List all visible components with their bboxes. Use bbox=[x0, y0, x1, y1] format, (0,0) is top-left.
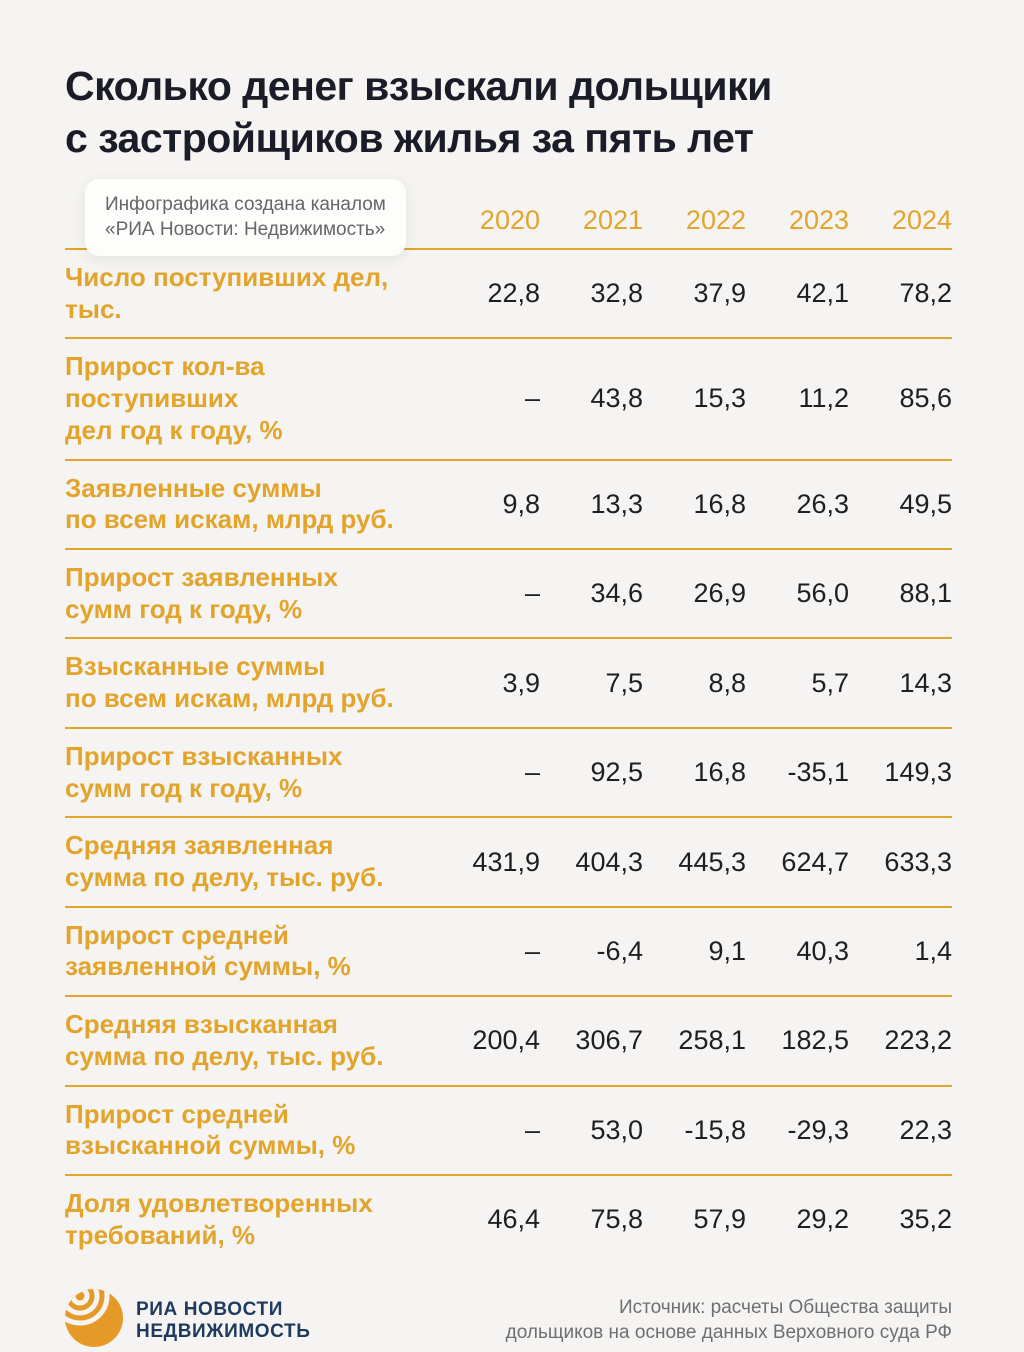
year-label-2024: 2024 bbox=[891, 204, 952, 235]
cell-value: 57,9 bbox=[693, 1204, 746, 1235]
cell-value: 445,3 bbox=[678, 846, 746, 877]
source-text: Источник: расчеты Общества защиты дольщи… bbox=[505, 1297, 952, 1343]
cell-value: 404,3 bbox=[575, 846, 643, 877]
row-label: Прирост кол-ва поступивших дел год к год… bbox=[65, 351, 283, 445]
cell-value: 40,3 bbox=[796, 935, 849, 966]
ria-globe-icon bbox=[65, 1289, 123, 1352]
table-row-cases-count: Число поступивших дел, тыс. 22,8 32,8 37… bbox=[65, 250, 952, 340]
cell-value: 1,4 bbox=[914, 935, 952, 966]
cell-value: 29,2 bbox=[796, 1204, 849, 1235]
cell-value: 34,6 bbox=[590, 578, 643, 609]
table-row-claimed-growth: Прирост заявленных сумм год к году, % – … bbox=[65, 550, 952, 640]
cell-value: -29,3 bbox=[787, 1114, 849, 1145]
cell-value: 223,2 bbox=[884, 1025, 952, 1056]
row-label: Прирост взысканных сумм год к году, % bbox=[65, 740, 343, 803]
cell-value: -6,4 bbox=[596, 935, 643, 966]
cell-value: -15,8 bbox=[684, 1114, 746, 1145]
year-label-2022: 2022 bbox=[685, 204, 746, 235]
cell-value: 26,3 bbox=[796, 488, 849, 519]
cell-value: 633,3 bbox=[884, 846, 952, 877]
row-label: Прирост заявленных сумм год к году, % bbox=[65, 561, 338, 624]
cell-value: 9,8 bbox=[502, 488, 540, 519]
ria-logo-text: РИА НОВОСТИ НЕДВИЖИМОСТЬ bbox=[136, 1299, 310, 1344]
table-row-cases-growth: Прирост кол-ва поступивших дел год к год… bbox=[65, 339, 952, 461]
cell-value: – bbox=[524, 757, 540, 788]
year-header-row: 2020 2021 2022 2023 2024 bbox=[65, 189, 952, 250]
cell-value: 46,4 bbox=[487, 1204, 540, 1235]
cell-value: 16,8 bbox=[693, 757, 746, 788]
cell-value: 624,7 bbox=[781, 846, 849, 877]
row-label: Число поступивших дел, тыс. bbox=[65, 261, 389, 324]
cell-value: 56,0 bbox=[796, 578, 849, 609]
cell-value: 14,3 bbox=[899, 667, 952, 698]
cell-value: – bbox=[524, 935, 540, 966]
cell-value: 149,3 bbox=[884, 757, 952, 788]
cell-value: 22,3 bbox=[899, 1114, 952, 1145]
row-label: Средняя взысканная сумма по делу, тыс. р… bbox=[65, 1009, 384, 1071]
cell-value: 15,3 bbox=[693, 383, 746, 414]
cell-value: 3,9 bbox=[502, 667, 540, 698]
cell-value: 43,8 bbox=[590, 383, 643, 414]
table-row-avg-claimed: Средняя заявленная сумма по делу, тыс. р… bbox=[65, 818, 952, 908]
cell-value: 35,2 bbox=[899, 1204, 952, 1235]
cell-value: 32,8 bbox=[590, 278, 643, 309]
year-label-2023: 2023 bbox=[788, 204, 849, 235]
table-row-avg-recovered: Средняя взысканная сумма по делу, тыс. р… bbox=[65, 997, 952, 1087]
cell-value: 53,0 bbox=[590, 1114, 643, 1145]
attribution-badge: Инфографика создана каналом «РИА Новости… bbox=[85, 178, 406, 257]
cell-value: 26,9 bbox=[693, 578, 746, 609]
cell-value: 92,5 bbox=[590, 757, 643, 788]
row-label: Взысканные суммы по всем искам, млрд руб… bbox=[65, 651, 394, 714]
cell-value: 78,2 bbox=[899, 278, 952, 309]
row-label: Прирост средней взысканной суммы, % bbox=[65, 1098, 356, 1161]
cell-value: 306,7 bbox=[575, 1025, 643, 1056]
cell-value: – bbox=[524, 1114, 540, 1145]
cell-value: -35,1 bbox=[787, 757, 849, 788]
cell-value: 8,8 bbox=[708, 667, 746, 698]
page-title: Сколько денег взыскали дольщики с застро… bbox=[65, 63, 772, 162]
cell-value: 11,2 bbox=[798, 383, 849, 414]
data-table: Инфографика создана каналом «РИА Новости… bbox=[65, 178, 952, 1264]
cell-value: 258,1 bbox=[678, 1025, 746, 1056]
cell-value: 75,8 bbox=[590, 1204, 643, 1235]
cell-value: 5,7 bbox=[811, 667, 849, 698]
cell-value: 37,9 bbox=[693, 278, 746, 309]
cell-value: 88,1 bbox=[899, 578, 952, 609]
cell-value: 200,4 bbox=[472, 1025, 540, 1056]
table-row-claimed-sums: Заявленные суммы по всем искам, млрд руб… bbox=[65, 461, 952, 550]
row-label: Заявленные суммы по всем искам, млрд руб… bbox=[65, 472, 394, 535]
footer: РИА НОВОСТИ НЕДВИЖИМОСТЬ Источник: расче… bbox=[65, 1289, 952, 1352]
ria-logo-line2: НЕДВИЖИМОСТЬ bbox=[136, 1320, 311, 1342]
cell-value: 9,1 bbox=[708, 935, 746, 966]
cell-value: 13,3 bbox=[590, 488, 643, 519]
cell-value: – bbox=[524, 383, 540, 414]
table-row-recovered-growth: Прирост взысканных сумм год к году, % – … bbox=[65, 729, 952, 819]
table-row-avg-claimed-growth: Прирост средней заявленной суммы, % – -6… bbox=[65, 908, 952, 998]
ria-logo-line1: РИА НОВОСТИ bbox=[136, 1298, 283, 1320]
year-label-2021: 2021 bbox=[582, 204, 643, 235]
cell-value: 16,8 bbox=[693, 488, 746, 519]
row-label: Средняя заявленная сумма по делу, тыс. р… bbox=[65, 830, 384, 892]
infographic-page: Сколько денег взыскали дольщики с застро… bbox=[65, 0, 952, 1352]
cell-value: 431,9 bbox=[472, 846, 540, 877]
row-label: Прирост средней заявленной суммы, % bbox=[65, 919, 351, 982]
cell-value: 42,1 bbox=[796, 278, 849, 309]
table-row-avg-recovered-growth: Прирост средней взысканной суммы, % – 53… bbox=[65, 1087, 952, 1177]
ria-logo: РИА НОВОСТИ НЕДВИЖИМОСТЬ bbox=[65, 1289, 310, 1352]
cell-value: – bbox=[524, 578, 540, 609]
row-label: Доля удовлетворенных требований, % bbox=[65, 1188, 373, 1250]
table-row-recovered-sums: Взысканные суммы по всем искам, млрд руб… bbox=[65, 639, 952, 729]
cell-value: 182,5 bbox=[781, 1025, 849, 1056]
cell-value: 7,5 bbox=[605, 667, 643, 698]
cell-value: 85,6 bbox=[899, 383, 952, 414]
cell-value: 49,5 bbox=[899, 488, 952, 519]
cell-value: 22,8 bbox=[487, 278, 540, 309]
table-row-satisfied-share: Доля удовлетворенных требований, % 46,4 … bbox=[65, 1176, 952, 1263]
year-label-2020: 2020 bbox=[479, 204, 540, 235]
